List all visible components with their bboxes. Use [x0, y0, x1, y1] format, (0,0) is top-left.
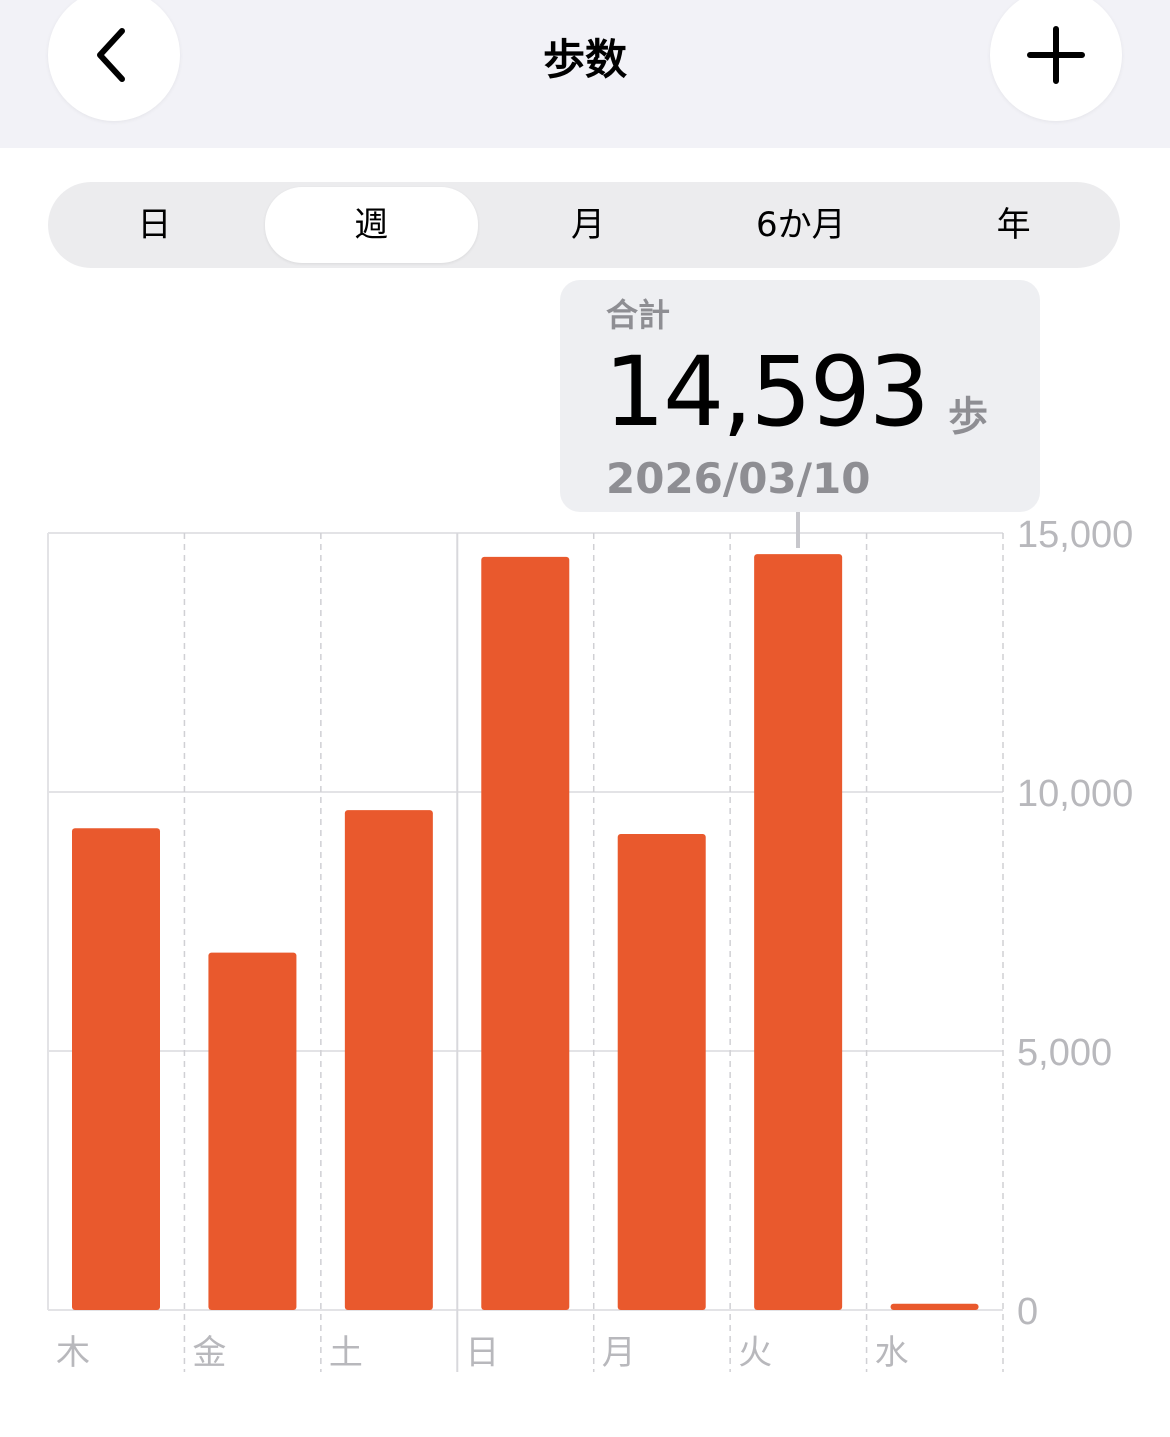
segment-6months[interactable]: 6か月: [755, 205, 846, 245]
back-button[interactable]: [48, 0, 180, 121]
bar-土: [344, 810, 433, 1310]
nav-header: 歩数: [0, 0, 1170, 148]
selection-tooltip: 合計 14,593 歩 2026/03/10: [560, 280, 1040, 512]
segment-day[interactable]: 日: [137, 205, 172, 245]
tooltip-unit: 歩: [948, 394, 988, 440]
chevron-left-icon: [97, 28, 125, 82]
tooltip-label: 合計: [606, 296, 671, 334]
y-tick-label: 10,000: [1017, 773, 1133, 815]
y-tick-label: 15,000: [1017, 514, 1133, 556]
period-segmented-control: 日 週 月 6か月 年: [48, 182, 1120, 268]
bar-月: [617, 833, 706, 1310]
segment-week[interactable]: 週: [264, 187, 478, 263]
y-tick-label: 0: [1017, 1291, 1038, 1333]
tooltip-date: 2026/03/10: [606, 454, 871, 503]
add-button[interactable]: [990, 0, 1122, 121]
segment-month[interactable]: 月: [570, 205, 605, 245]
x-tick-label: 水: [875, 1333, 909, 1373]
bar-水: [890, 1303, 979, 1310]
x-tick-label: 日: [465, 1333, 499, 1373]
x-tick-label: 火: [738, 1333, 772, 1373]
y-tick-label: 5,000: [1017, 1032, 1112, 1074]
page-title: 歩数: [542, 35, 627, 84]
segment-year[interactable]: 年: [996, 205, 1031, 245]
plus-icon: [1027, 26, 1085, 84]
x-tick-label: 木: [56, 1333, 90, 1373]
bar-金: [208, 952, 297, 1310]
bar-火: [754, 554, 843, 1310]
bar-日: [481, 556, 570, 1310]
tooltip-value: 14,593: [604, 336, 930, 448]
x-tick-label: 月: [602, 1333, 636, 1373]
bar-木: [72, 828, 160, 1310]
x-tick-label: 土: [329, 1333, 363, 1373]
x-tick-label: 金: [192, 1333, 226, 1373]
